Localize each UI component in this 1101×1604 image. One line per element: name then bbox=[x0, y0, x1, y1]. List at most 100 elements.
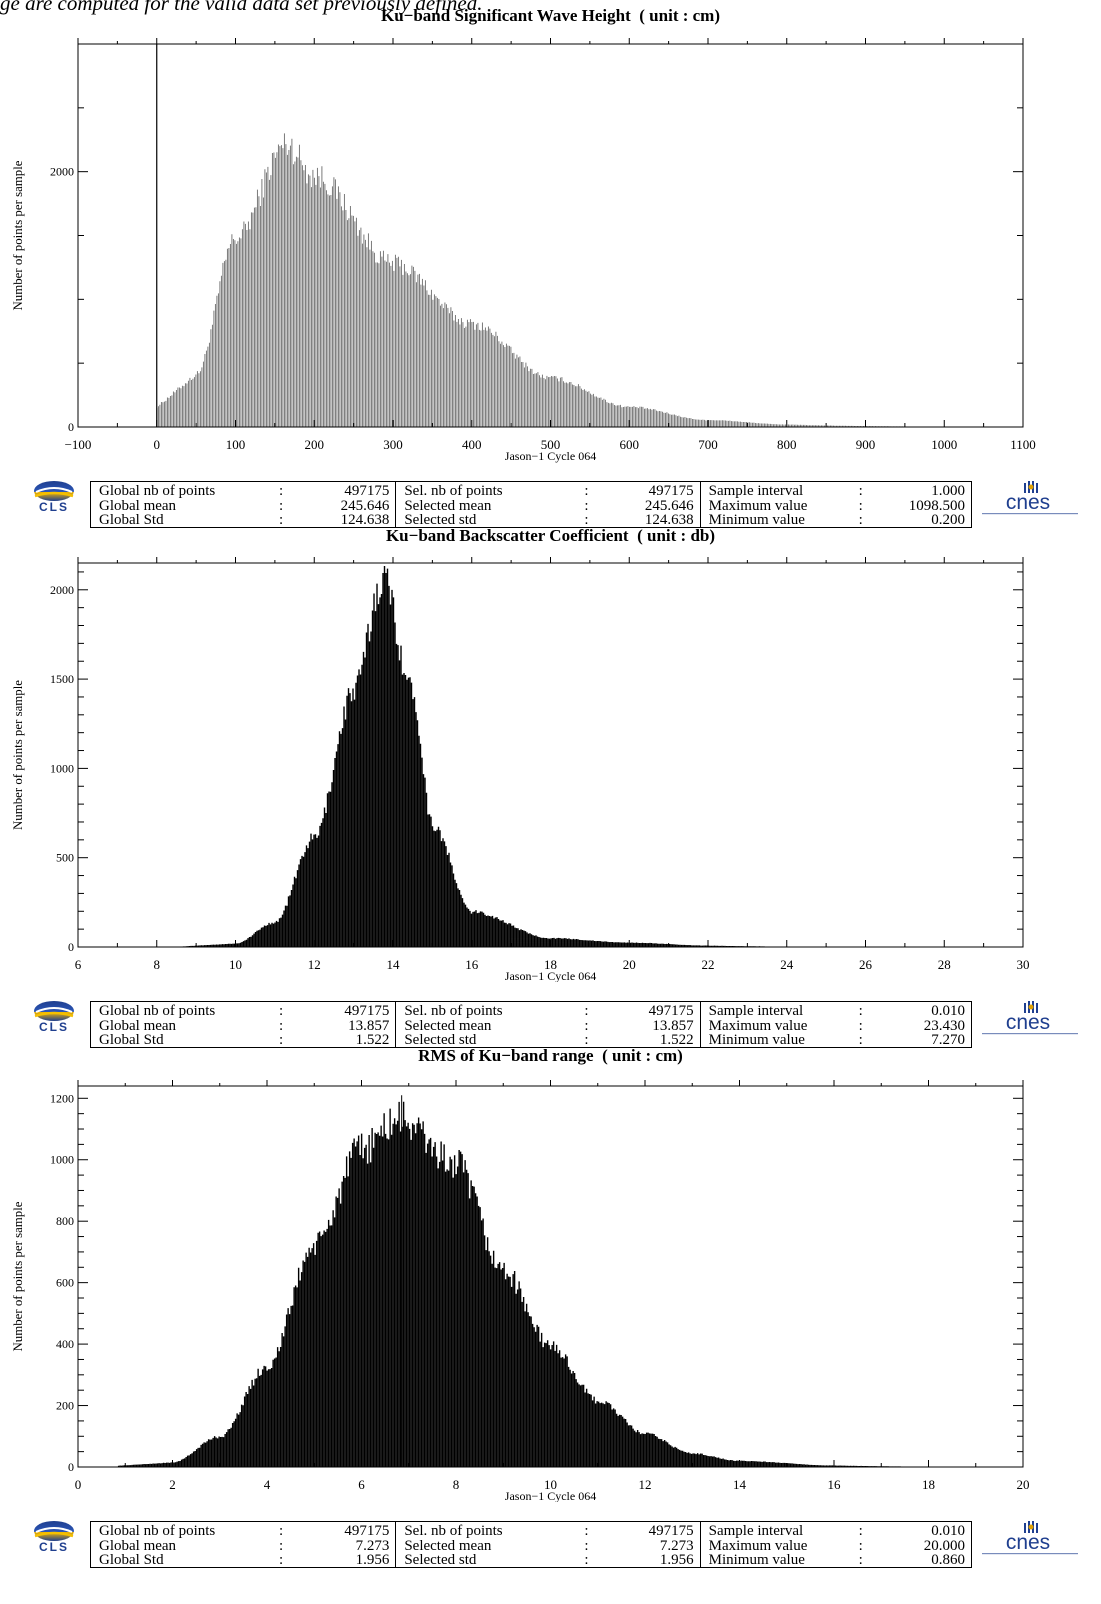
histogram-bars bbox=[128, 566, 764, 947]
y-tick-label: 1000 bbox=[50, 1153, 74, 1167]
x-axis-label: Jason−1 Cycle 064 bbox=[505, 1489, 596, 1502]
statistics-label: Sel. nb of points bbox=[404, 1524, 584, 1539]
x-tick-label: 14 bbox=[733, 1477, 747, 1492]
x-tick-label: 22 bbox=[702, 957, 715, 972]
statistics-colon: : bbox=[279, 1019, 299, 1034]
histogram-chart: −100 0 100 200 300 400 500 600 700 800 900 1000 1100… bbox=[0, 26, 1101, 484]
y-tick-label: 200 bbox=[56, 1399, 74, 1413]
statistics-value: 1.956 bbox=[604, 1553, 693, 1568]
chart-title: Ku−band Backscatter Coefficient ( unit :… bbox=[0, 526, 1101, 546]
statistics-colon: : bbox=[584, 1524, 604, 1539]
statistics-column: Sample interval:1.000 Maximum value:1098.… bbox=[700, 482, 971, 527]
histogram-bars bbox=[119, 1102, 1022, 1467]
x-tick-label: 100 bbox=[226, 437, 246, 452]
statistics-label: Sel. nb of points bbox=[404, 1004, 584, 1019]
cls-logo-graphic: CLS bbox=[26, 1518, 82, 1556]
statistics-label: Sample interval bbox=[709, 484, 859, 499]
statistics-value: 1098.500 bbox=[873, 499, 965, 514]
statistics-value: 13.857 bbox=[604, 1019, 693, 1034]
y-tick-label: 2000 bbox=[50, 165, 74, 179]
cls-logo-text: CLS bbox=[39, 1540, 69, 1554]
x-tick-label: 16 bbox=[465, 957, 479, 972]
x-tick-label: 24 bbox=[780, 957, 794, 972]
statistics-label: Sample interval bbox=[709, 1004, 859, 1019]
statistics-label: Global nb of points bbox=[99, 1004, 279, 1019]
x-tick-label: 10 bbox=[229, 957, 242, 972]
statistics-colon: : bbox=[859, 1539, 873, 1554]
x-tick-label: 30 bbox=[1017, 957, 1030, 972]
cnes-logo: cnes bbox=[980, 1518, 1080, 1556]
cnes-logo-graphic: cnes bbox=[980, 998, 1080, 1036]
statistics-box: Global nb of points:497175 Global mean:13… bbox=[90, 1001, 972, 1048]
y-axis-label: Number of points per sample bbox=[10, 680, 25, 830]
x-tick-label: 0 bbox=[154, 437, 161, 452]
cls-logo: CLS bbox=[26, 1518, 82, 1556]
statistics-colon: : bbox=[279, 1524, 299, 1539]
statistics-label: Minimum value bbox=[709, 1553, 859, 1568]
y-tick-label: 1500 bbox=[50, 672, 74, 686]
statistics-row-selected-mean: Selected mean: 13.857 bbox=[404, 1019, 693, 1034]
cnes-logo-text: cnes bbox=[1006, 1011, 1050, 1034]
x-tick-label: −100 bbox=[65, 437, 92, 452]
x-tick-label: 1100 bbox=[1010, 437, 1036, 452]
y-axis-label: Number of points per sample bbox=[10, 1201, 25, 1351]
statistics-label: Maximum value bbox=[709, 1539, 859, 1554]
statistics-colon: : bbox=[859, 1524, 873, 1539]
statistics-colon: : bbox=[584, 499, 604, 514]
statistics-row-selected-mean: Selected mean: 7.273 bbox=[404, 1539, 693, 1554]
statistics-colon: : bbox=[859, 1019, 873, 1034]
statistics-row-sel-nb-points: Sel. nb of points: 497175 bbox=[404, 484, 693, 499]
statistics-row-global-mean: Global mean: 7.273 bbox=[99, 1539, 389, 1554]
x-tick-label: 200 bbox=[305, 437, 325, 452]
cnes-logo-graphic: cnes bbox=[980, 478, 1080, 516]
chart-title: RMS of Ku−band range ( unit : cm) bbox=[0, 1046, 1101, 1066]
statistics-label: Sel. nb of points bbox=[404, 484, 584, 499]
statistics-row-sel-nb-points: Sel. nb of points: 497175 bbox=[404, 1004, 693, 1019]
histogram-chart: 0 2 4 6 8 10 12 14 16 18 20020040060080010001200Ja… bbox=[0, 1066, 1101, 1502]
y-tick-label: 0 bbox=[68, 420, 74, 434]
statistics-value: 497175 bbox=[299, 1524, 389, 1539]
statistics-row-global-nb-points: Global nb of points: 497175 bbox=[99, 1524, 389, 1539]
x-tick-label: 400 bbox=[462, 437, 482, 452]
statistics-box: Global nb of points:497175 Global mean:7.… bbox=[90, 1521, 972, 1568]
x-tick-label: 6 bbox=[358, 1477, 365, 1492]
statistics-label: Global mean bbox=[99, 1539, 279, 1554]
statistics-colon: : bbox=[859, 1553, 873, 1568]
x-tick-label: 4 bbox=[264, 1477, 271, 1492]
statistics-column: Sel. nb of points:497175 Selected mean:24… bbox=[395, 482, 699, 527]
y-tick-label: 2000 bbox=[50, 583, 74, 597]
statistics-row-sample-interval: Sample interval: 0.010 bbox=[709, 1004, 965, 1019]
y-tick-label: 0 bbox=[68, 1460, 74, 1474]
statistics-column: Global nb of points: 497175 Global mean: 13… bbox=[91, 1002, 395, 1047]
x-tick-label: 8 bbox=[154, 957, 161, 972]
statistics-colon: : bbox=[584, 1019, 604, 1034]
cls-logo: CLS bbox=[26, 478, 82, 516]
statistics-colon: : bbox=[859, 499, 873, 514]
cls-logo-text: CLS bbox=[39, 1020, 69, 1034]
statistics-label: Global mean bbox=[99, 499, 279, 514]
statistics-colon: : bbox=[584, 1553, 604, 1568]
statistics-colon: : bbox=[279, 1004, 299, 1019]
statistics-row-sample-interval: Sample interval: 0.010 bbox=[709, 1524, 965, 1539]
statistics-row-sel-nb-points: Sel. nb of points: 497175 bbox=[404, 1524, 693, 1539]
statistics-value: 497175 bbox=[604, 1004, 693, 1019]
histogram-bar-series bbox=[157, 133, 1021, 427]
statistics-colon: : bbox=[279, 499, 299, 514]
x-axis-label: Jason−1 Cycle 064 bbox=[505, 969, 596, 982]
statistics-colon: : bbox=[279, 1553, 299, 1568]
statistics-row-maximum-value: Maximum value: 1098.500 bbox=[709, 499, 965, 514]
x-tick-label: 0 bbox=[75, 1477, 82, 1492]
statistics-value: 245.646 bbox=[604, 499, 693, 514]
statistics-colon: : bbox=[859, 1004, 873, 1019]
cls-logo-graphic: CLS bbox=[26, 478, 82, 516]
statistics-label: Selected mean bbox=[404, 1539, 584, 1554]
statistics-column: Sel. nb of points:497175 Selected mean:7.… bbox=[395, 1522, 699, 1567]
y-tick-label: 0 bbox=[68, 940, 74, 954]
statistics-value: 497175 bbox=[299, 484, 389, 499]
y-tick-label: 600 bbox=[56, 1276, 74, 1290]
x-tick-label: 16 bbox=[828, 1477, 842, 1492]
y-tick-label: 400 bbox=[56, 1337, 74, 1351]
statistics-colon: : bbox=[279, 484, 299, 499]
cls-logo-graphic: CLS bbox=[26, 998, 82, 1036]
statistics-colon: : bbox=[584, 1539, 604, 1554]
